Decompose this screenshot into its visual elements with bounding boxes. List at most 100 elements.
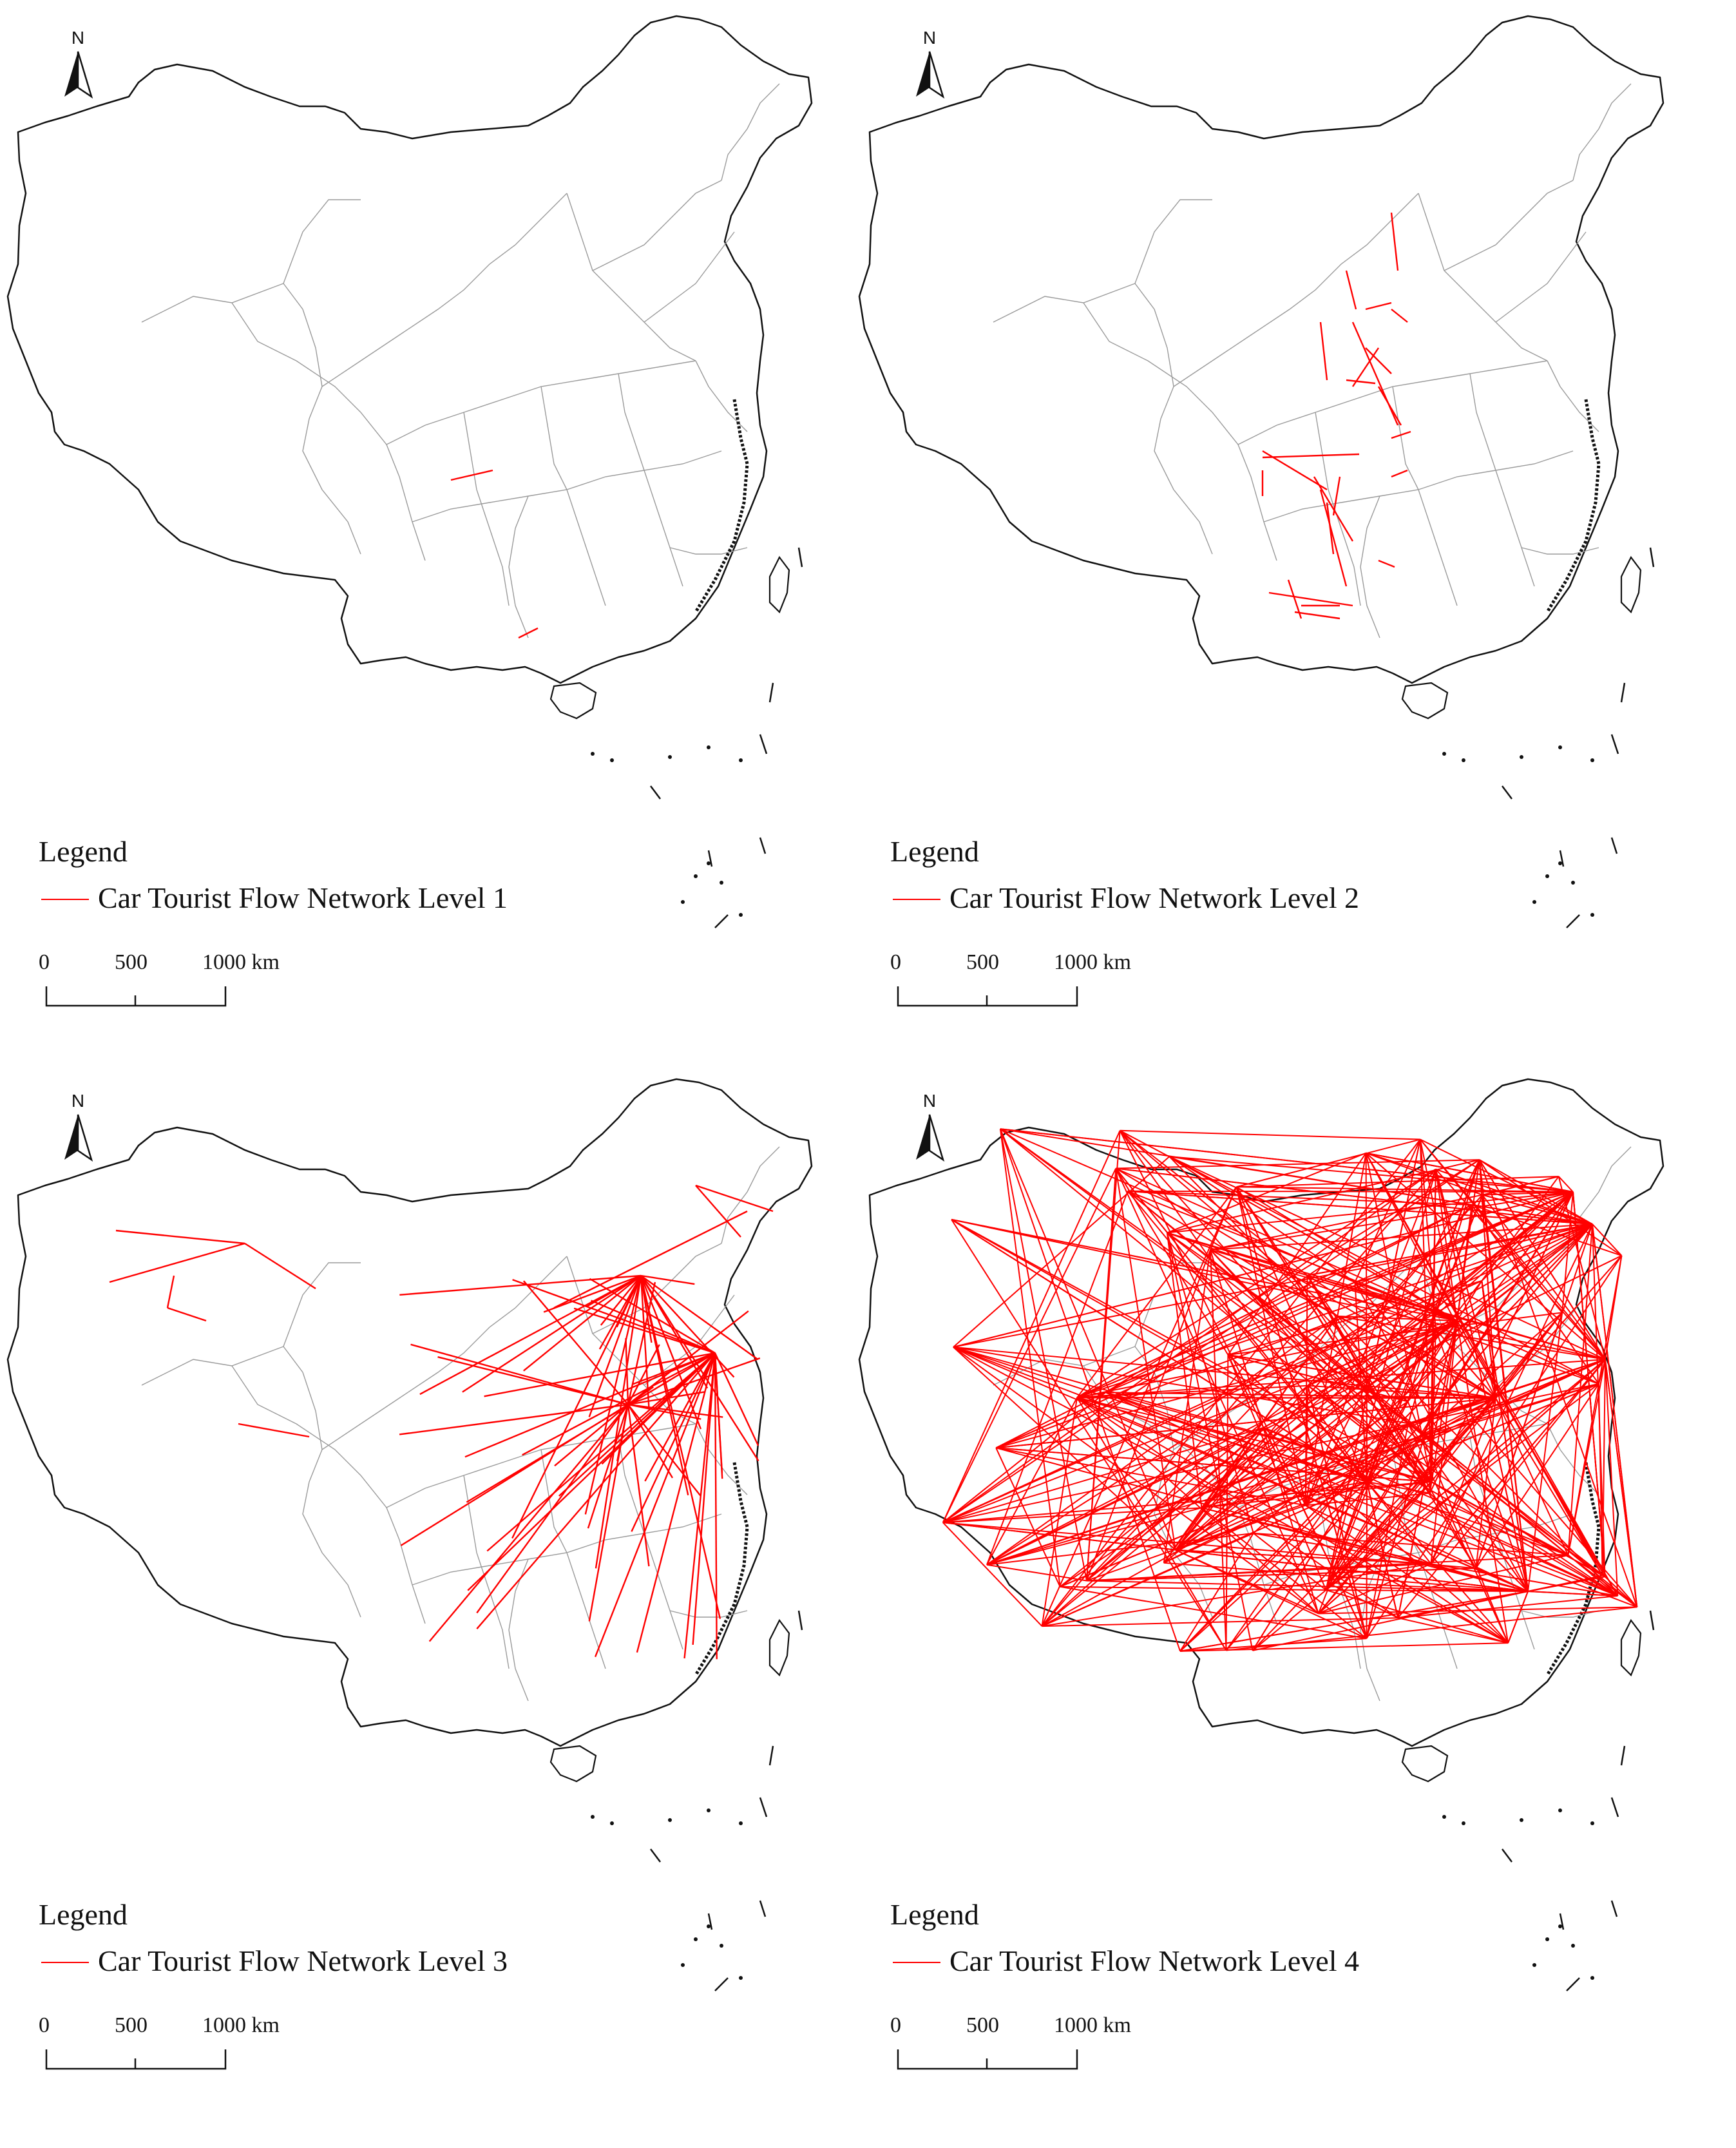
island-dot [668, 755, 672, 759]
country-outline [6, 1078, 813, 1747]
flow-line [1307, 1385, 1432, 1482]
flow-line [1263, 1320, 1458, 1428]
scale-label-500: 500 [115, 950, 148, 974]
flow-line [1235, 1186, 1368, 1639]
flow-line [1167, 1191, 1574, 1234]
flow-line [1605, 1359, 1638, 1607]
flow-line [627, 1404, 674, 1479]
flow-line [953, 1156, 1170, 1348]
flow-line-swatch [893, 899, 940, 900]
flow-line [996, 1447, 1306, 1506]
province-boundary [1444, 180, 1574, 271]
maritime-boundary-dash [1620, 1745, 1626, 1766]
flow-line [1305, 1492, 1430, 1506]
flow-line [1042, 1617, 1398, 1627]
legend-title: Legend [890, 835, 979, 868]
flow-line [1115, 1167, 1368, 1482]
flow-line [995, 1447, 1529, 1592]
flow-line [1307, 1385, 1368, 1639]
island-dot [1532, 900, 1536, 904]
flow-line [995, 1328, 1436, 1449]
flow-line [167, 1307, 207, 1322]
flow-line [616, 1275, 642, 1328]
flow-line [1430, 1397, 1496, 1564]
province-boundary [1154, 386, 1213, 555]
maritime-boundary-dash [1559, 850, 1565, 867]
maritime-boundary-dash [1566, 1977, 1580, 1991]
province-boundary [231, 302, 426, 561]
flow-line [1060, 1359, 1606, 1587]
flow-line [1377, 386, 1402, 426]
island-dot [1462, 758, 1465, 762]
scale-label-1000: 1000 km [202, 950, 280, 974]
maritime-boundary-dash [759, 1900, 767, 1917]
north-arrow-icon: N [55, 1089, 100, 1169]
flow-line [1366, 1423, 1409, 1639]
flow-line [1305, 1504, 1509, 1644]
china-map [6, 15, 813, 928]
flow-line [953, 1347, 1319, 1615]
flow-line [1210, 1191, 1574, 1251]
coastline [694, 399, 749, 613]
hainan-island [549, 682, 597, 720]
flow-line [1076, 1320, 1458, 1399]
flow-line [1307, 1223, 1593, 1276]
flow-line [640, 1275, 721, 1619]
flow-line [1086, 1316, 1339, 1582]
taiwan-island [768, 555, 790, 613]
flow-line [1355, 1281, 1458, 1321]
flow-line [1435, 1223, 1593, 1330]
flow-line [1076, 1397, 1509, 1644]
maritime-boundary-dash [768, 682, 774, 703]
island-dot [720, 881, 723, 885]
flow-line [1210, 1249, 1319, 1614]
flow-line [1235, 1186, 1431, 1494]
maritime-boundary-dash [1649, 547, 1655, 568]
flow-line [1313, 476, 1354, 542]
flow-line [1041, 1397, 1078, 1627]
flow-line [1060, 1586, 1326, 1591]
flow-line [1429, 1320, 1458, 1493]
flow-line [1319, 489, 1348, 587]
flow-network [109, 1184, 774, 1660]
flow-line [1352, 347, 1379, 387]
flow-line [476, 1352, 716, 1629]
flow-line [511, 1275, 642, 1539]
flow-line [1225, 1354, 1229, 1651]
maritime-boundary-dash [797, 547, 803, 568]
flow-line [942, 1168, 1436, 1524]
legend-item-label: Car Tourist Flow Network Level 4 [949, 1944, 1360, 1977]
flow-line [1398, 1595, 1618, 1619]
province-boundary [540, 1449, 606, 1669]
island-dot [668, 1818, 672, 1822]
flow-line [1326, 502, 1335, 555]
scale-label-500: 500 [115, 2013, 148, 2037]
flow-line [1481, 1280, 1529, 1592]
country-outline [6, 15, 813, 684]
flow-line [1041, 1186, 1237, 1627]
flow-network [1261, 212, 1411, 620]
flow-line [109, 1242, 245, 1283]
island-dot [1558, 745, 1562, 749]
flow-line [543, 1274, 642, 1313]
flow-line [1598, 1359, 1606, 1385]
flow-line [1085, 1249, 1211, 1581]
hainan-island [1401, 1745, 1449, 1783]
maritime-boundary-dash [1610, 837, 1618, 854]
flow-line [1397, 1359, 1606, 1618]
flow-line [1076, 1397, 1368, 1482]
flow-line [1325, 1191, 1574, 1591]
flow-line [518, 627, 539, 639]
flow-line [1201, 1223, 1593, 1509]
flow-line [986, 1191, 1129, 1566]
flow-line [1167, 1232, 1606, 1360]
province-boundary [1173, 1256, 1419, 1450]
flow-line [523, 1275, 642, 1372]
flow-line [942, 1159, 1480, 1524]
flow-line [1366, 1152, 1593, 1225]
flow-line [1420, 1138, 1593, 1225]
island-dot [1571, 1944, 1575, 1948]
island-dot [1590, 1821, 1594, 1825]
island-dot [739, 1821, 743, 1825]
island-dot [694, 874, 698, 878]
